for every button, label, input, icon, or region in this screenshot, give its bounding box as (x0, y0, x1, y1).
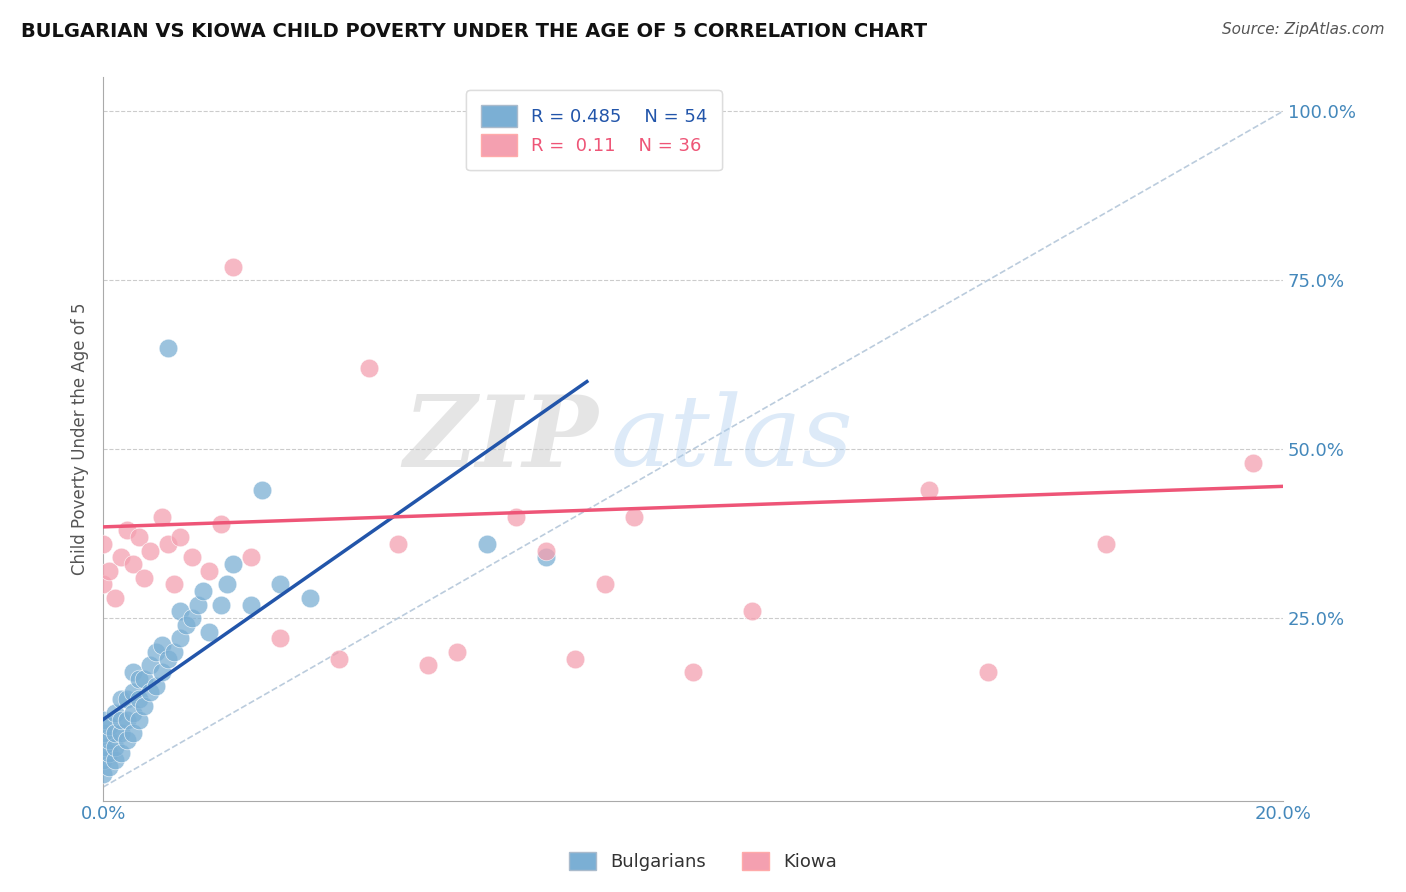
Point (139, 543, 162, 558)
Point (104, 753, 127, 767)
Point (209, 598, 232, 612)
Point (91, 577, 114, 591)
Point (91, 753, 114, 767)
Point (110, 726, 132, 740)
Point (157, 651, 180, 665)
Point (134, 571, 156, 585)
Point (139, 685, 162, 699)
Point (91, 713, 114, 727)
Text: atlas: atlas (610, 392, 853, 487)
Point (98, 732, 121, 747)
Point (91, 739, 114, 754)
Point (564, 651, 586, 665)
Text: Source: ZipAtlas.com: Source: ZipAtlas.com (1222, 22, 1385, 37)
Point (115, 692, 138, 706)
Point (163, 645, 186, 659)
Point (150, 638, 173, 652)
Point (128, 672, 150, 686)
Legend: R = 0.485    N = 54, R =  0.11    N = 36: R = 0.485 N = 54, R = 0.11 N = 36 (467, 90, 721, 170)
Point (193, 584, 215, 599)
Point (186, 598, 208, 612)
Point (128, 713, 150, 727)
Point (1243, 456, 1265, 470)
Point (98, 747, 121, 761)
Point (682, 665, 704, 680)
Point (239, 598, 262, 612)
Point (169, 530, 191, 544)
Point (163, 577, 186, 591)
Point (534, 543, 557, 558)
Point (357, 361, 380, 376)
Point (98, 760, 121, 774)
Point (239, 550, 262, 565)
Point (169, 632, 191, 646)
Point (121, 726, 143, 740)
Point (134, 698, 156, 713)
Point (115, 523, 138, 537)
Point (741, 604, 763, 618)
Point (446, 645, 468, 659)
Point (328, 651, 350, 665)
Point (128, 692, 150, 706)
Text: BULGARIAN VS KIOWA CHILD POVERTY UNDER THE AGE OF 5 CORRELATION CHART: BULGARIAN VS KIOWA CHILD POVERTY UNDER T… (21, 22, 927, 41)
Point (977, 665, 1000, 680)
Point (918, 483, 941, 497)
Point (387, 537, 409, 551)
Point (252, 483, 274, 497)
Point (128, 530, 150, 544)
Point (110, 713, 132, 727)
Point (121, 685, 143, 699)
Point (139, 658, 162, 673)
Point (593, 577, 616, 591)
Point (98, 564, 121, 578)
Point (180, 611, 202, 625)
Point (169, 604, 191, 618)
Point (110, 747, 132, 761)
Point (150, 509, 173, 524)
Point (104, 706, 127, 720)
Point (222, 557, 245, 571)
Point (475, 537, 498, 551)
Point (150, 665, 173, 680)
Point (91, 726, 114, 740)
Point (298, 591, 321, 605)
Point (104, 739, 127, 754)
Point (180, 550, 202, 565)
Point (134, 672, 156, 686)
Point (157, 537, 180, 551)
Point (145, 645, 167, 659)
Point (104, 591, 127, 605)
Point (121, 665, 143, 680)
Point (209, 516, 232, 531)
Legend: Bulgarians, Kiowa: Bulgarians, Kiowa (561, 845, 845, 879)
Point (198, 564, 221, 578)
Point (157, 341, 180, 355)
Point (623, 509, 645, 524)
Point (115, 732, 138, 747)
Point (121, 706, 143, 720)
Point (110, 692, 132, 706)
Point (416, 658, 439, 673)
Point (104, 726, 127, 740)
Point (145, 679, 167, 693)
Point (215, 577, 238, 591)
Point (174, 618, 197, 632)
Point (1095, 537, 1118, 551)
Point (269, 632, 291, 646)
Point (91, 766, 114, 780)
Point (534, 550, 557, 565)
Point (505, 509, 527, 524)
Y-axis label: Child Poverty Under the Age of 5: Child Poverty Under the Age of 5 (72, 302, 89, 575)
Point (110, 550, 132, 565)
Point (269, 577, 291, 591)
Point (222, 260, 245, 274)
Point (98, 719, 121, 733)
Point (91, 537, 114, 551)
Point (115, 713, 138, 727)
Point (121, 557, 143, 571)
Text: ZIP: ZIP (404, 391, 599, 487)
Point (198, 624, 221, 639)
